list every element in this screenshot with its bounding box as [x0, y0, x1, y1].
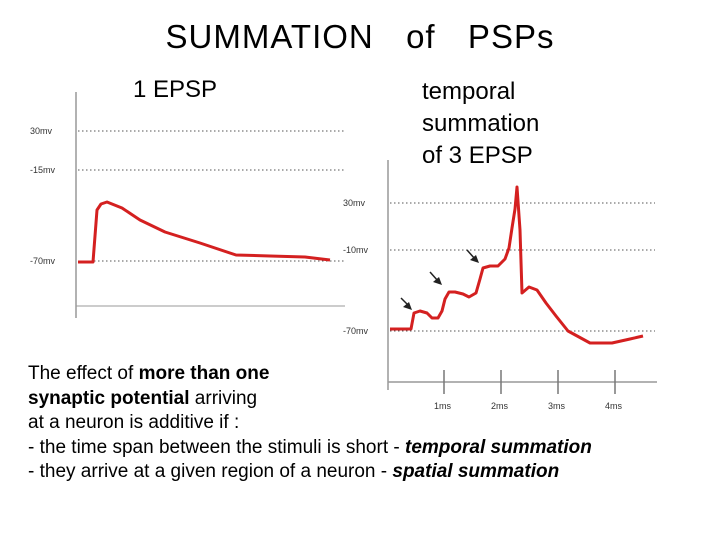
right-ylabel-30: 30mv — [343, 198, 366, 208]
label-line-2: summation — [422, 110, 540, 137]
left-ylabel-15: -15mv — [30, 165, 56, 175]
line4-pre: - the time span between the stimuli is s… — [28, 436, 405, 458]
line2-bold: synaptic potential — [28, 387, 190, 409]
arrow-icon-stimulus-1 — [400, 297, 412, 310]
one-epsp-label: 1 EPSP — [133, 76, 218, 103]
text-line-5: - they arrive at a given region of a neu… — [28, 460, 592, 485]
line5-em: spatial summation — [392, 461, 560, 482]
line4-em: temporal summation — [405, 436, 592, 458]
text-line-3: at a neuron is additive if : — [28, 412, 240, 433]
temporal-summation-label: temporal summation of 3 EPSP — [422, 76, 539, 172]
left-ylabel-70: -70mv — [30, 256, 56, 266]
temporal-summation-graph: 30mv -10mv -70mv 1ms 2ms 3ms 4ms — [343, 160, 657, 411]
line1-bold: more than one — [138, 363, 270, 384]
summation-trace — [390, 185, 644, 345]
xlabel-2ms: 2ms — [491, 401, 509, 411]
xlabel-1ms: 1ms — [434, 401, 452, 411]
xlabel-3ms: 3ms — [548, 401, 566, 411]
single-epsp-graph: 30mv -15mv -70mv — [30, 92, 345, 318]
right-ylabel-10: -10mv — [343, 245, 369, 255]
arrow-icon-stimulus-3 — [466, 249, 479, 263]
text-line-4: - the time span between the stimuli is s… — [28, 436, 592, 461]
label-line-3: of 3 EPSP — [422, 142, 533, 169]
label-line-1: temporal — [422, 78, 516, 105]
text-line-2: synaptic potential arriving — [28, 387, 592, 412]
line5-pre: - they arrive at a given region of a neu… — [28, 461, 393, 482]
explanation-text: The effect of more than one synaptic pot… — [28, 362, 592, 485]
line2-post: arriving — [189, 387, 258, 409]
text-line-1: The effect of more than one — [28, 362, 592, 387]
arrow-icon-stimulus-2 — [429, 271, 442, 285]
single-epsp-trace — [78, 200, 331, 264]
right-ylabel-70: -70mv — [343, 326, 369, 336]
left-ylabel-30: 30mv — [30, 126, 53, 136]
slide-title: SUMMATION of PSPs — [165, 18, 555, 55]
xlabel-4ms: 4ms — [605, 401, 623, 411]
line1-pre: The effect of — [28, 363, 139, 384]
